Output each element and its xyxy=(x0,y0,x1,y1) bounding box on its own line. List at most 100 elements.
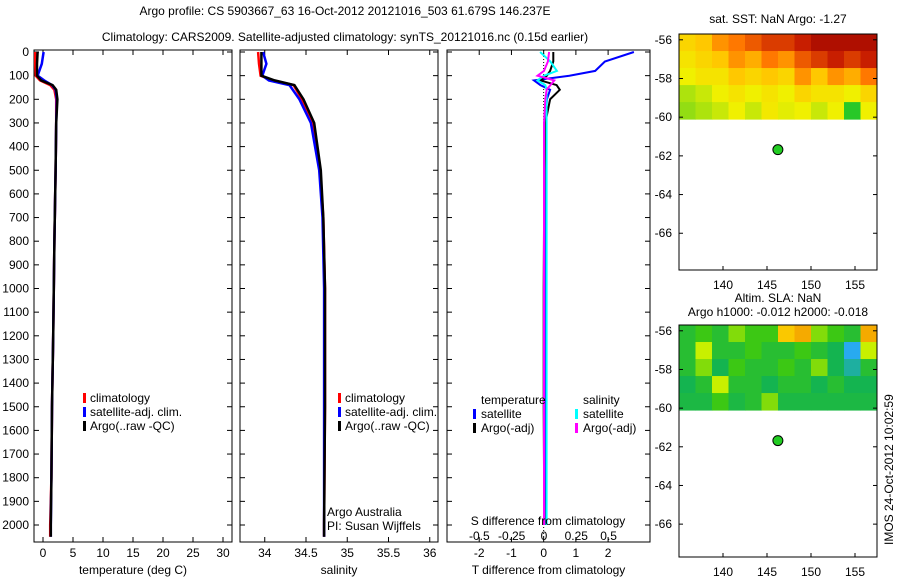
y-tick-label: 1900 xyxy=(2,494,29,508)
heatmap-cell xyxy=(844,359,861,377)
heatmap-cell xyxy=(761,325,779,343)
heatmap-cell xyxy=(844,51,861,69)
heatmap-cell xyxy=(827,393,845,411)
legend-label: climatology xyxy=(345,391,405,405)
heatmap-cell xyxy=(679,51,696,69)
heatmap-cell xyxy=(761,102,779,120)
y-tick-label: -66 xyxy=(655,226,673,240)
y-tick-label: 1500 xyxy=(2,400,29,414)
heatmap-cell xyxy=(695,68,713,86)
heatmap-cell xyxy=(695,325,713,343)
heatmap-cell xyxy=(712,325,729,343)
heatmap-cell xyxy=(761,85,779,103)
y-tick-label: -56 xyxy=(655,33,673,47)
y-tick-label: 300 xyxy=(9,116,29,130)
map-title: sat. SST: NaN Argo: -1.27 xyxy=(709,12,847,26)
heatmap-cell xyxy=(794,102,812,120)
y-tick-label: 1600 xyxy=(2,423,29,437)
heatmap-cell xyxy=(860,342,878,360)
heatmap-cell xyxy=(844,102,861,120)
heatmap-cell xyxy=(860,376,878,394)
heatmap-cell xyxy=(679,34,696,52)
heatmap-cell xyxy=(695,359,713,377)
heatmap-cell xyxy=(778,342,795,360)
s-tick-label: -0.5 xyxy=(469,529,490,543)
heatmap-cell xyxy=(728,51,746,69)
x-tick-label: 0 xyxy=(40,546,47,560)
heatmap-cell xyxy=(827,342,845,360)
heatmap-cell xyxy=(745,68,762,86)
s-tick-label: 0.25 xyxy=(565,529,589,543)
heatmap-cell xyxy=(860,68,878,86)
x-tick-label: 25 xyxy=(186,546,200,560)
legend-label: Argo(..raw -QC) xyxy=(90,419,175,433)
heatmap-cell xyxy=(827,325,845,343)
heatmap-cell xyxy=(778,102,795,120)
legend-title-temperature: temperature xyxy=(481,393,546,407)
heatmap-cell xyxy=(712,51,729,69)
heatmap-cell xyxy=(712,34,729,52)
heatmap-cell xyxy=(844,68,861,86)
y-tick-label: 400 xyxy=(9,140,29,154)
heatmap-cell xyxy=(745,393,762,411)
heatmap-cell xyxy=(679,102,696,120)
heatmap-cell xyxy=(778,68,795,86)
x-tick-label: 150 xyxy=(801,565,821,579)
legend-label: satellite xyxy=(481,407,522,421)
figure-title-line2: Climatology: CARS2009. Satellite-adjuste… xyxy=(102,30,588,44)
y-tick-label: 100 xyxy=(9,69,29,83)
heatmap-cell xyxy=(761,34,779,52)
x-tick-label: 35 xyxy=(341,546,355,560)
heatmap-cell xyxy=(761,359,779,377)
x-tick-label: 145 xyxy=(757,278,777,292)
x-tick-label: 5 xyxy=(70,546,77,560)
heatmap-cell xyxy=(679,393,696,411)
heatmap-cell xyxy=(811,393,828,411)
heatmap-cell xyxy=(827,68,845,86)
y-tick-label: 1800 xyxy=(2,471,29,485)
heatmap-cell xyxy=(811,34,828,52)
heatmap-cell xyxy=(712,376,729,394)
heatmap-cell xyxy=(827,376,845,394)
legend-swatch xyxy=(575,409,578,419)
series-line-t-satellite xyxy=(531,51,635,526)
heatmap-cell xyxy=(745,325,762,343)
x-tick-label: 140 xyxy=(713,278,733,292)
heatmap-cell xyxy=(761,342,779,360)
heatmap-cell xyxy=(695,51,713,69)
heatmap-cell xyxy=(794,85,812,103)
s-tick-label: 0 xyxy=(541,529,548,543)
heatmap-cell xyxy=(778,376,795,394)
heatmap-cell xyxy=(761,51,779,69)
y-tick-label: 1200 xyxy=(2,329,29,343)
x-tick-label: 35.5 xyxy=(377,546,401,560)
heatmap-cell xyxy=(712,85,729,103)
x-axis-label: salinity xyxy=(321,563,358,577)
heatmap-cell xyxy=(844,376,861,394)
heatmap-cell xyxy=(811,102,828,120)
y-tick-label: -62 xyxy=(655,149,673,163)
heatmap-cell xyxy=(695,393,713,411)
legend-swatch xyxy=(473,423,476,433)
x-tick-label: 140 xyxy=(713,565,733,579)
plot-frame xyxy=(239,49,439,543)
heatmap-cell xyxy=(712,102,729,120)
series-line-s-argo-adj- xyxy=(535,51,557,525)
legend-swatch xyxy=(83,421,86,431)
heatmap-cell xyxy=(728,376,746,394)
heatmap-cell xyxy=(794,342,812,360)
x-tick-label: 34 xyxy=(258,546,272,560)
y-tick-label: -58 xyxy=(655,362,673,376)
heatmap-cell xyxy=(811,342,828,360)
heatmap-cell xyxy=(778,85,795,103)
heatmap-cell xyxy=(728,102,746,120)
y-tick-label: 500 xyxy=(9,163,29,177)
sla-map: 140 145 150 155 -56 -58 -60 -62 -64 -66 Altim. SLA… xyxy=(655,291,878,579)
heatmap-cell xyxy=(860,102,878,120)
y-tick-label: 800 xyxy=(9,234,29,248)
heatmap-cell xyxy=(827,85,845,103)
heatmap-cell xyxy=(679,376,696,394)
y-tick-label: 900 xyxy=(9,258,29,272)
annotation-text: PI: Susan Wijffels xyxy=(327,519,421,533)
heatmap-cell xyxy=(712,359,729,377)
